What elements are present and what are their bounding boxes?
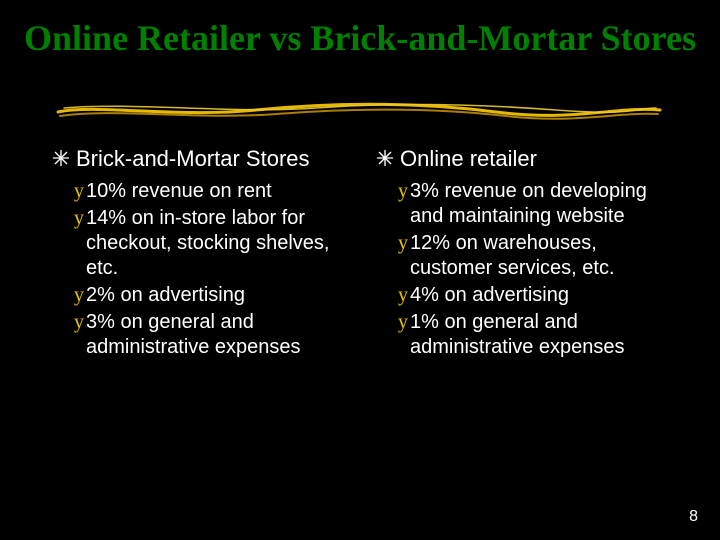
slide-title: Online Retailer vs Brick-and-Mortar Stor… <box>24 18 696 59</box>
list-item: y 3% revenue on developing and maintaini… <box>398 179 684 229</box>
list-item: y 10% revenue on rent <box>74 179 360 204</box>
page-number: 8 <box>689 508 698 526</box>
list-item-text: 4% on advertising <box>410 283 569 308</box>
y-bullet-icon: y <box>398 310 408 335</box>
y-bullet-icon: y <box>398 231 408 256</box>
list-item-text: 10% revenue on rent <box>86 179 272 204</box>
y-bullet-icon: y <box>74 179 84 204</box>
y-bullet-icon: y <box>74 283 84 308</box>
right-column-heading: Online retailer <box>400 145 537 173</box>
right-column: Online retailer y 3% revenue on developi… <box>376 145 684 362</box>
y-bullet-icon: y <box>74 310 84 335</box>
title-container: Online Retailer vs Brick-and-Mortar Stor… <box>0 18 720 59</box>
left-column-heading-row: Brick-and-Mortar Stores <box>52 145 360 173</box>
list-item: y 14% on in-store labor for checkout, st… <box>74 206 360 281</box>
list-item: y 12% on warehouses, customer services, … <box>398 231 684 281</box>
y-bullet-icon: y <box>398 283 408 308</box>
list-item: y 1% on general and administrative expen… <box>398 310 684 360</box>
right-column-heading-row: Online retailer <box>376 145 684 173</box>
left-column: Brick-and-Mortar Stores y 10% revenue on… <box>52 145 360 362</box>
snowflake-icon <box>52 149 70 167</box>
list-item-text: 3% on general and administrative expense… <box>86 310 336 360</box>
list-item: y 2% on advertising <box>74 283 360 308</box>
list-item-text: 12% on warehouses, customer services, et… <box>410 231 660 281</box>
content-columns: Brick-and-Mortar Stores y 10% revenue on… <box>52 145 684 362</box>
list-item: y 3% on general and administrative expen… <box>74 310 360 360</box>
list-item: y 4% on advertising <box>398 283 684 308</box>
y-bullet-icon: y <box>74 206 84 231</box>
y-bullet-icon: y <box>398 179 408 204</box>
title-underline-scribble <box>56 98 662 122</box>
list-item-text: 1% on general and administrative expense… <box>410 310 660 360</box>
list-item-text: 3% revenue on developing and maintaining… <box>410 179 660 229</box>
list-item-text: 14% on in-store labor for checkout, stoc… <box>86 206 336 281</box>
left-column-heading: Brick-and-Mortar Stores <box>76 145 310 173</box>
snowflake-icon <box>376 149 394 167</box>
list-item-text: 2% on advertising <box>86 283 245 308</box>
